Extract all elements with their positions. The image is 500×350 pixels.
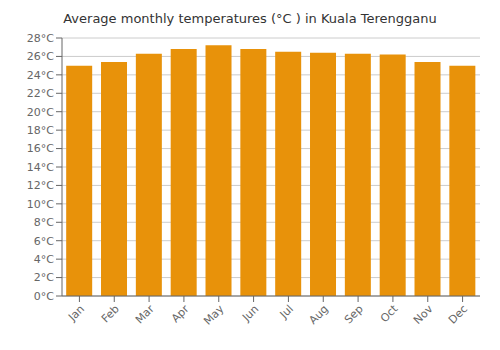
html-text:Average monthly temperatures (: Average monthly temperatures (°C ) in Ku… (63, 11, 437, 26)
svg-text:12°C: 12°C (27, 179, 54, 192)
svg-text:20°C: 20°C (27, 106, 54, 119)
svg-text:Feb: Feb (99, 302, 122, 325)
svg-text:Sep: Sep (342, 302, 366, 326)
svg-text:May: May (201, 302, 227, 328)
svg-text:Oct: Oct (378, 302, 401, 325)
svg-text:Nov: Nov (411, 302, 436, 327)
svg-text:Dec: Dec (446, 302, 470, 326)
svg-text:Jun: Jun (239, 302, 261, 324)
svg-text:4°C: 4°C (34, 253, 54, 266)
svg-text:6°C: 6°C (34, 235, 54, 248)
svg-text:Mar: Mar (133, 302, 157, 326)
svg-text:26°C: 26°C (27, 50, 54, 63)
svg-text:8°C: 8°C (34, 216, 54, 229)
svg-text:Apr: Apr (169, 302, 192, 325)
svg-text:14°C: 14°C (27, 161, 54, 174)
svg-text:16°C: 16°C (27, 142, 54, 155)
svg-text:Jan: Jan (65, 302, 87, 324)
svg-text:18°C: 18°C (27, 124, 54, 137)
svg-text:0°C: 0°C (34, 290, 54, 303)
svg-text:Jul: Jul (277, 302, 296, 321)
svg-text:2°C: 2°C (34, 271, 54, 284)
svg-text:Aug: Aug (307, 302, 331, 326)
svg-text:10°C: 10°C (27, 198, 54, 211)
svg-text:22°C: 22°C (27, 87, 54, 100)
svg-text:24°C: 24°C (27, 69, 54, 82)
svg-text:28°C: 28°C (27, 32, 54, 45)
